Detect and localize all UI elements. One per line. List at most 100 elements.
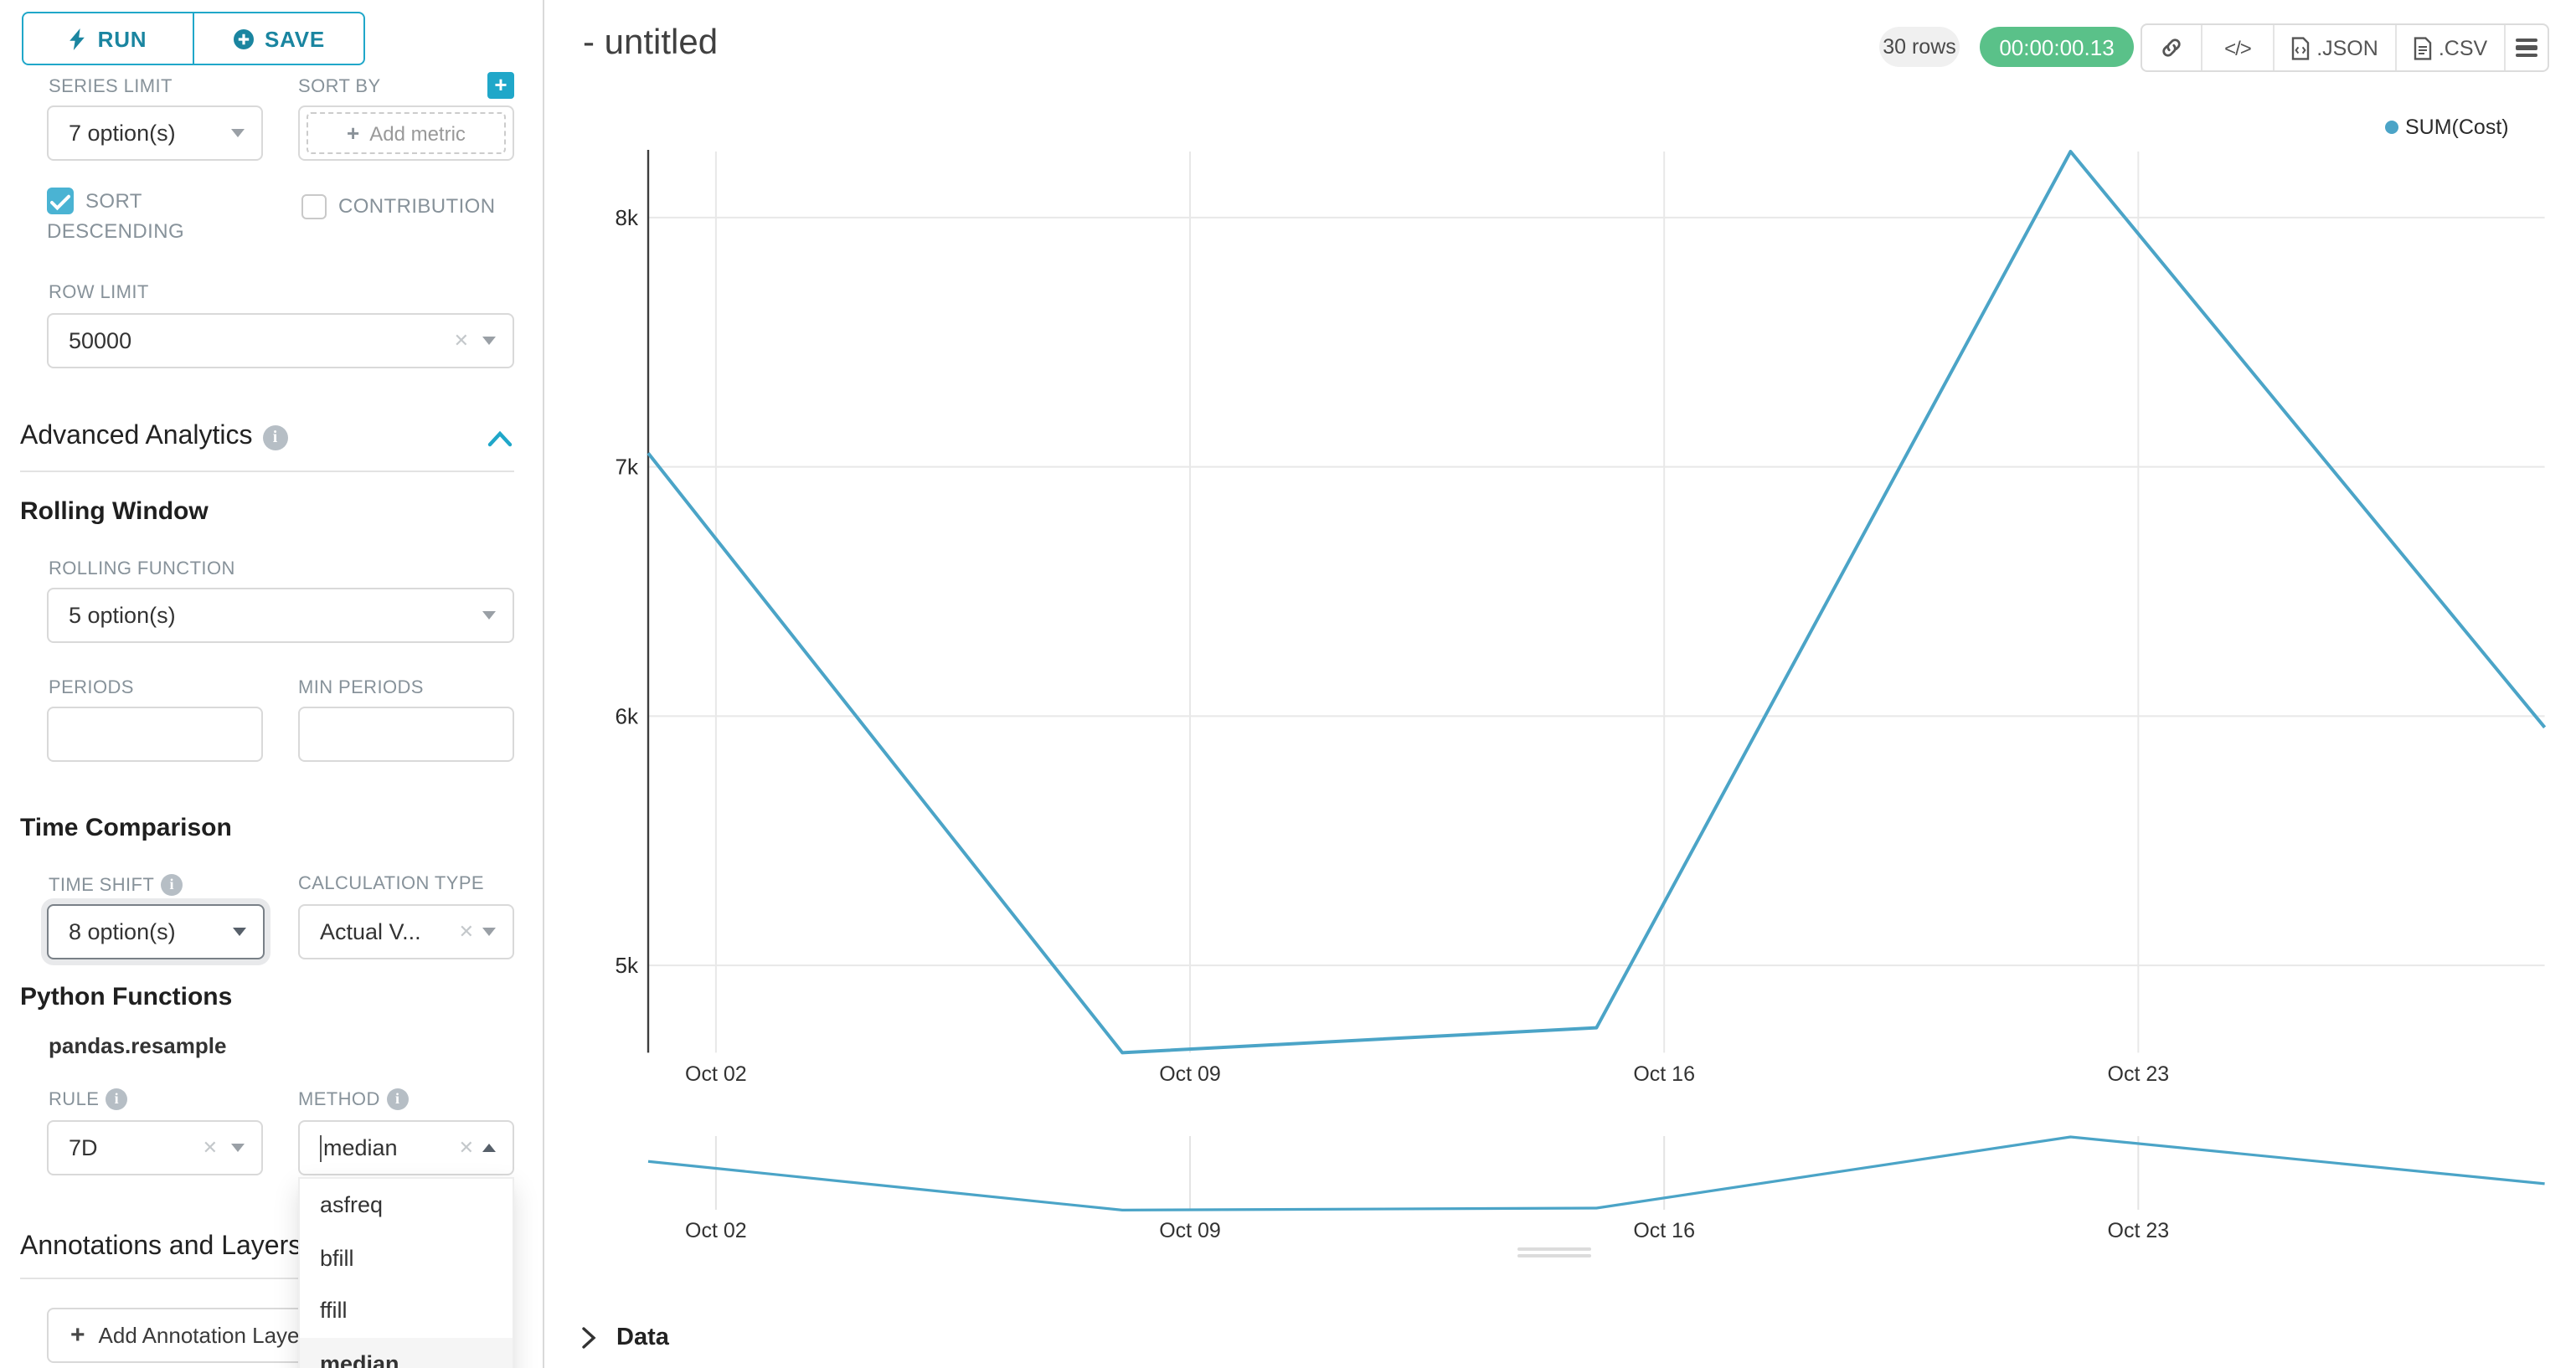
info-icon: i	[161, 874, 183, 896]
min-periods-input[interactable]	[298, 707, 514, 762]
contribution-checkbox[interactable]	[301, 194, 327, 219]
y-tick-label: 5k	[616, 953, 639, 978]
periods-label: PERIODS	[49, 678, 134, 698]
calculation-type-select[interactable]: Actual V... ✕	[298, 904, 514, 959]
check-icon	[50, 193, 70, 210]
clear-icon[interactable]: ✕	[453, 332, 469, 352]
contribution-label: CONTRIBUTION	[338, 194, 496, 218]
legend-marker	[2385, 121, 2398, 134]
code-icon: </>	[2224, 36, 2252, 59]
data-panel-toggle[interactable]: Data	[581, 1324, 669, 1351]
sort-descending-control[interactable]: SORT DESCENDING	[47, 186, 251, 246]
link-icon	[2162, 39, 2181, 57]
mini-series-line	[647, 1135, 2545, 1212]
export-json-button[interactable]: .JSON	[2273, 25, 2395, 70]
rolling-function-value: 5 option(s)	[69, 603, 176, 628]
text-cursor	[320, 1134, 322, 1161]
share-link-button[interactable]	[2142, 25, 2201, 70]
series-limit-select[interactable]: 7 option(s)	[47, 105, 263, 161]
periods-input[interactable]	[47, 707, 263, 762]
x-tick-label: Oct 23	[2108, 1062, 2170, 1086]
method-combobox[interactable]: median ✕	[298, 1120, 514, 1175]
chevron-down-icon	[482, 928, 496, 936]
annotations-header[interactable]: Annotations and Layers	[20, 1232, 301, 1263]
add-sort-metric-button[interactable]: +	[487, 72, 514, 99]
plus-icon: +	[70, 1321, 85, 1350]
rolling-window-title: Rolling Window	[20, 497, 209, 526]
method-value: median	[323, 1135, 398, 1160]
method-label: METHOD i	[298, 1088, 409, 1110]
more-menu-button[interactable]	[2504, 25, 2548, 70]
chart-toolbar: </> .JSON .CSV	[2141, 23, 2549, 72]
mini-x-tick-label: Oct 16	[1633, 1219, 1695, 1242]
info-icon: i	[106, 1088, 128, 1110]
lightning-icon	[70, 28, 85, 49]
chevron-down-icon	[231, 1144, 245, 1152]
sort-by-control: + Add metric	[298, 105, 514, 161]
python-functions-title: Python Functions	[20, 983, 233, 1011]
save-button-label: SAVE	[264, 26, 326, 51]
time-shift-select[interactable]: 8 option(s)	[47, 904, 265, 959]
x-tick-label: Oct 02	[685, 1062, 747, 1086]
chevron-down-icon	[233, 928, 246, 936]
panel-resize-handle[interactable]	[1517, 1247, 1591, 1262]
csv-label: .CSV	[2438, 36, 2488, 59]
data-panel-label: Data	[616, 1324, 669, 1351]
time-comparison-title: Time Comparison	[20, 814, 232, 842]
file-icon	[2414, 36, 2432, 59]
legend-label: SUM(Cost)	[2405, 116, 2509, 139]
method-option[interactable]: ffill	[320, 1298, 348, 1324]
method-dropdown-menu: asfreq bfill ffill median	[298, 1177, 514, 1368]
method-option[interactable]: asfreq	[320, 1192, 384, 1218]
annotations-title: Annotations and Layers	[20, 1232, 302, 1261]
clear-icon[interactable]: ✕	[202, 1139, 218, 1159]
method-option[interactable]: bfill	[320, 1245, 354, 1271]
time-shift-label-text: TIME SHIFT	[49, 875, 155, 895]
rule-select[interactable]: 7D ✕	[47, 1120, 263, 1175]
chevron-right-icon	[582, 1327, 596, 1349]
y-tick-label: 7k	[616, 455, 639, 480]
rolling-function-label: ROLLING FUNCTION	[49, 559, 235, 579]
mini-x-tick-label: Oct 09	[1159, 1219, 1221, 1242]
section-divider	[20, 471, 514, 472]
mini-x-tick-label: Oct 02	[685, 1219, 747, 1242]
advanced-analytics-header[interactable]: Advanced Analytics i	[20, 422, 288, 452]
method-option[interactable]: median	[300, 1337, 513, 1368]
clear-icon[interactable]: ✕	[458, 923, 474, 943]
sort-descending-label: SORT DESCENDING	[47, 189, 185, 243]
save-button[interactable]: SAVE	[193, 13, 363, 64]
clear-icon[interactable]: ✕	[458, 1139, 474, 1159]
chart-legend[interactable]: SUM(Cost)	[2385, 116, 2509, 139]
x-tick-label: Oct 16	[1633, 1062, 1695, 1086]
series-limit-label: SERIES LIMIT	[49, 77, 173, 97]
method-label-text: METHOD	[298, 1089, 380, 1109]
advanced-analytics-title: Advanced Analytics	[20, 422, 253, 450]
embed-code-button[interactable]: </>	[2201, 25, 2273, 70]
export-csv-button[interactable]: .CSV	[2395, 25, 2504, 70]
y-tick-label: 8k	[616, 205, 639, 230]
run-button[interactable]: RUN	[23, 13, 193, 64]
chevron-up-icon[interactable]	[487, 430, 513, 447]
add-metric-dropzone[interactable]: + Add metric	[307, 112, 506, 154]
rule-label: RULE i	[49, 1088, 128, 1110]
series-line	[647, 150, 2547, 1055]
add-metric-placeholder: Add metric	[369, 121, 466, 145]
calculation-type-value: Actual V...	[320, 919, 421, 944]
calculation-type-label: CALCULATION TYPE	[298, 874, 484, 894]
chart-title[interactable]: - untitled	[583, 23, 719, 62]
menu-icon	[2516, 38, 2537, 58]
plus-circle-icon	[233, 28, 254, 49]
pandas-resample-label: pandas.resample	[49, 1033, 227, 1058]
add-annotation-layer-button[interactable]: + Add Annotation Layer	[47, 1308, 315, 1363]
rolling-function-select[interactable]: 5 option(s)	[47, 588, 514, 643]
time-shift-value: 8 option(s)	[69, 919, 176, 944]
sort-descending-checkbox[interactable]	[47, 188, 74, 214]
run-button-label: RUN	[97, 26, 147, 51]
x-tick-label: Oct 09	[1159, 1062, 1221, 1086]
json-label: .JSON	[2316, 36, 2378, 59]
series-limit-value: 7 option(s)	[69, 121, 176, 146]
row-limit-select[interactable]: 50000 ✕	[47, 313, 514, 368]
info-icon: i	[386, 1088, 409, 1110]
contribution-control[interactable]: CONTRIBUTION	[301, 191, 536, 221]
